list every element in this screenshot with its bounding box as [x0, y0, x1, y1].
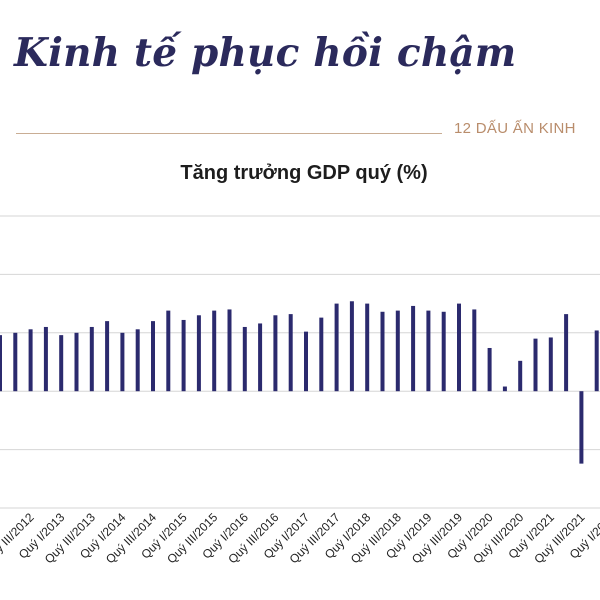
bar	[395, 310, 400, 392]
bar	[258, 323, 263, 392]
bar	[196, 315, 201, 392]
bars	[0, 301, 599, 464]
bar	[564, 314, 569, 392]
section-label: 12 DẤU ẤN KINH	[454, 120, 576, 137]
bar	[502, 386, 507, 392]
bar	[166, 310, 171, 392]
bar	[212, 310, 217, 392]
bar	[120, 332, 125, 392]
bar	[135, 329, 140, 392]
bar	[441, 311, 446, 392]
chart-title: Tăng trưởng GDP quý (%)	[180, 162, 428, 184]
bar	[13, 332, 18, 392]
header-divider	[16, 133, 442, 134]
bar	[380, 311, 385, 392]
bar	[59, 335, 64, 392]
bar	[242, 326, 247, 392]
bar	[548, 337, 553, 392]
bar	[304, 331, 308, 392]
bar	[273, 315, 278, 392]
grid-lines	[0, 215, 600, 509]
bar	[426, 310, 431, 392]
bar	[349, 301, 354, 392]
bar	[89, 326, 94, 392]
bar	[105, 321, 110, 392]
bar	[533, 338, 538, 392]
bar	[74, 332, 79, 392]
bar	[43, 326, 48, 392]
bar	[0, 335, 2, 392]
headline: Kinh tế phục hồi chậm	[14, 30, 517, 76]
bar	[457, 303, 461, 392]
bar	[487, 347, 492, 392]
bar	[411, 305, 416, 392]
bar	[227, 309, 232, 392]
bar	[518, 360, 523, 392]
bar	[319, 317, 324, 392]
bar	[334, 303, 339, 392]
bar	[594, 330, 599, 392]
bar	[151, 321, 155, 392]
bar	[365, 303, 370, 392]
bar	[579, 391, 584, 464]
bar	[288, 314, 293, 392]
bar	[472, 309, 477, 392]
bar	[28, 329, 33, 392]
bar	[181, 319, 186, 392]
